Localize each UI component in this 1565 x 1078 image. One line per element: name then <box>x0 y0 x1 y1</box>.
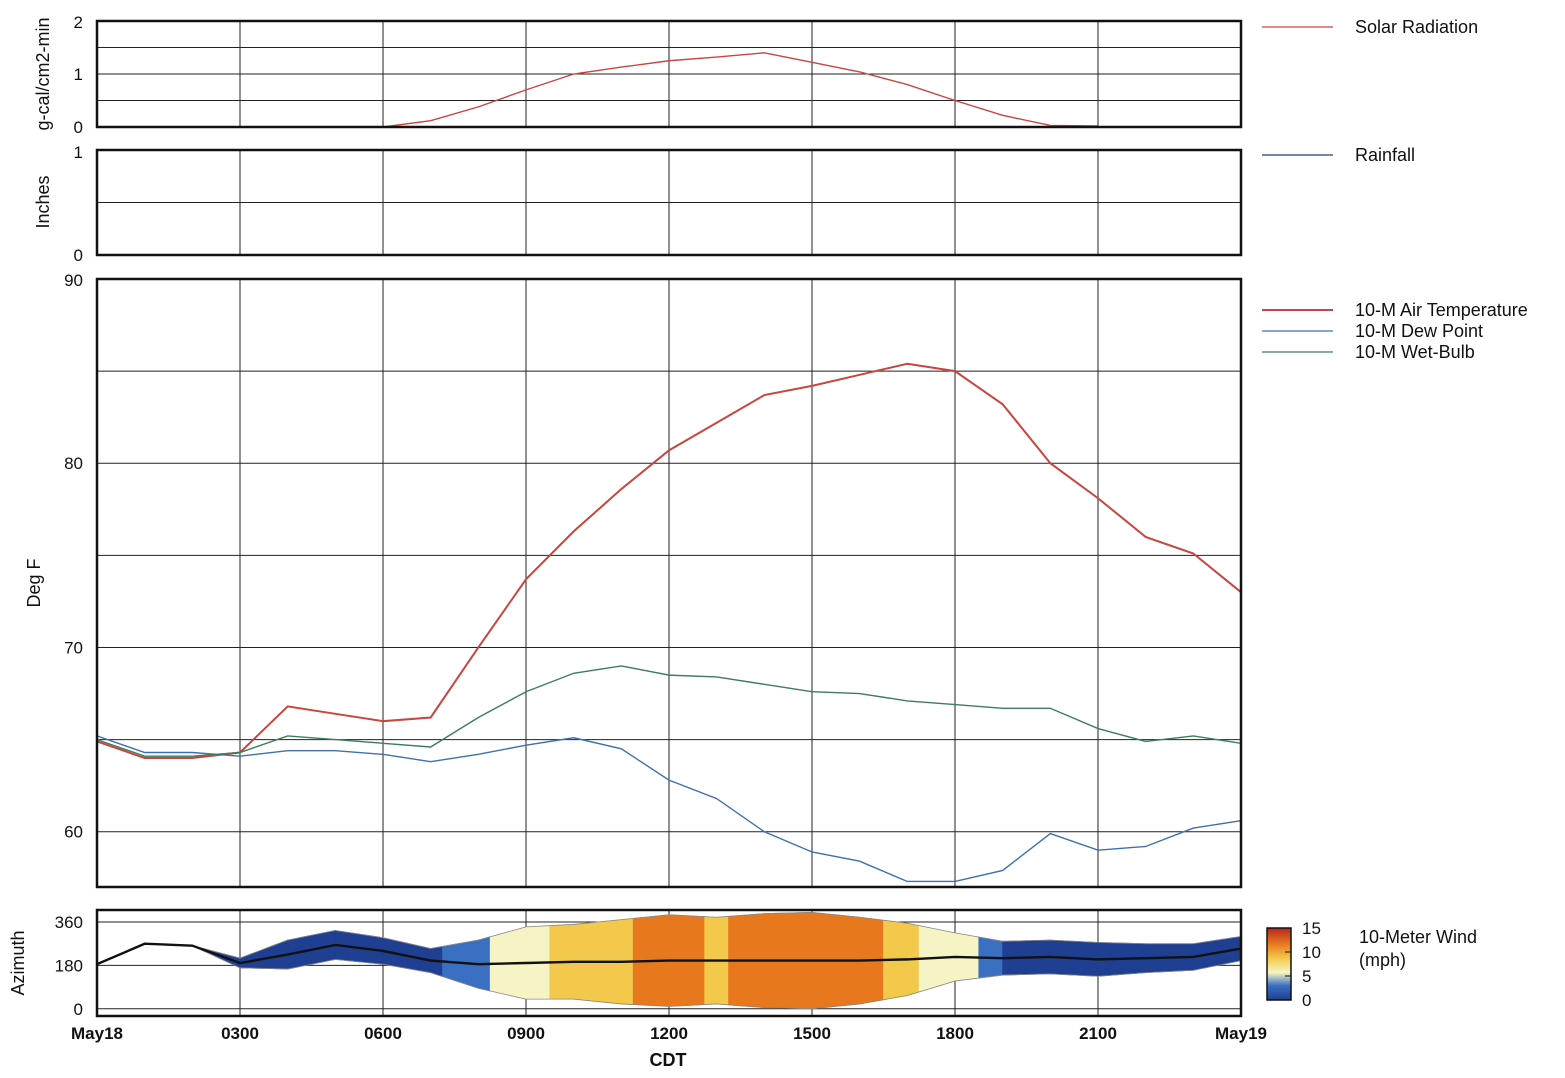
y-tick-label: 0 <box>74 118 83 137</box>
y-tick-label: 90 <box>64 271 83 290</box>
wind-speed-ribbon <box>97 911 1241 1010</box>
legend-air-label: 10-M Air Temperature <box>1355 300 1528 320</box>
y-tick-label: 70 <box>64 638 83 657</box>
panel-frame <box>95 277 1243 889</box>
x-axis-title: CDT <box>650 1050 687 1070</box>
x-tick-label: 0900 <box>507 1024 545 1043</box>
x-tick-label: 2100 <box>1079 1024 1117 1043</box>
x-tick-label: 0600 <box>364 1024 402 1043</box>
x-tick-label: May19 <box>1215 1024 1267 1043</box>
x-tick-label: 1200 <box>650 1024 688 1043</box>
x-axis-ticks: May18 0300 0600 0900 1200 1500 1800 2100 May19 <box>71 1024 1267 1043</box>
temperature-lines <box>97 362 1241 883</box>
colorbar-tick-label: 10 <box>1302 943 1321 962</box>
legend-rain: Rainfall <box>1262 145 1415 165</box>
y-tick-label: 1 <box>74 65 83 84</box>
colorbar-tick-label: 15 <box>1302 919 1321 938</box>
colorbar-tick-label: 0 <box>1302 991 1311 1010</box>
panel-frame <box>95 908 1243 1018</box>
y-tick-label: 2 <box>74 13 83 32</box>
panel-frame <box>95 148 1243 257</box>
wind-panel: 0 180 360 <box>55 908 1243 1019</box>
y-tick-label: 180 <box>55 956 83 975</box>
colorbar-gradient <box>1266 927 1292 1001</box>
legend-solar-label: Solar Radiation <box>1355 17 1478 37</box>
panel-frame <box>95 19 1243 129</box>
colorbar-ticks: 15 10 5 0 <box>1285 919 1321 1010</box>
wind-y-axis-title: Azimuth <box>8 930 28 995</box>
solar-radiation-panel: 0 1 2 <box>74 13 1243 137</box>
10-m-air-temperature-line <box>97 362 1241 760</box>
legend-wind-label: 10-Meter Wind <box>1359 927 1477 947</box>
y-tick-label: 1 <box>74 143 83 162</box>
x-tick-label: 1500 <box>793 1024 831 1043</box>
legend-dew-label: 10-M Dew Point <box>1355 321 1483 341</box>
legend-wet-label: 10-M Wet-Bulb <box>1355 342 1475 362</box>
legend-wind: 10-Meter Wind (mph) <box>1359 927 1477 970</box>
legend-wind-units: (mph) <box>1359 950 1406 970</box>
y-tick-label: 0 <box>74 1000 83 1019</box>
solar-y-axis-title: g-cal/cm2-min <box>33 17 53 130</box>
rainfall-panel: 01 <box>74 143 1243 265</box>
legend-temperature: 10-M Air Temperature 10-M Dew Point 10-M… <box>1262 300 1528 362</box>
wind-speed-colorbar: 15 10 5 0 <box>1266 919 1321 1010</box>
x-tick-label: 1800 <box>936 1024 974 1043</box>
legend-solar: Solar Radiation <box>1262 17 1478 37</box>
legend-rain-label: Rainfall <box>1355 145 1415 165</box>
y-tick-label: 360 <box>55 913 83 932</box>
wind-ribbon-outline <box>97 912 1241 1010</box>
y-tick-label: 80 <box>64 454 83 473</box>
solar-radiation-line <box>382 52 1099 128</box>
x-tick-label: 0300 <box>221 1024 259 1043</box>
temp-y-axis-title: Deg F <box>24 558 44 607</box>
temperature-panel: 60 70 80 90 <box>64 271 1243 889</box>
y-tick-label: 0 <box>74 246 83 265</box>
10-m-wet-bulb-line <box>97 665 1241 757</box>
wind-direction-line <box>97 942 1241 966</box>
x-tick-label: May18 <box>71 1024 123 1043</box>
colorbar-tick-label: 5 <box>1302 967 1311 986</box>
y-tick-label: 60 <box>64 823 83 842</box>
rain-y-axis-title: Inches <box>33 175 53 228</box>
10-m-dew-point-line <box>97 735 1241 883</box>
